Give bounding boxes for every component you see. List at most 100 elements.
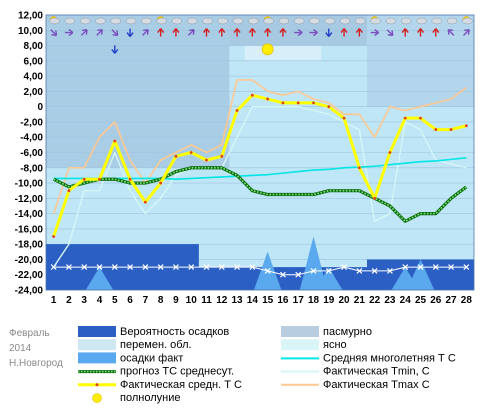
actual-mean-point-18 — [312, 101, 315, 105]
actual-mean-point-3 — [82, 177, 86, 181]
snow-marker-25 — [417, 264, 424, 271]
cloud-icon — [324, 17, 336, 25]
precip-fact-day-25 — [406, 259, 435, 290]
wind-arrow-shaft — [447, 29, 455, 36]
weather-icon-day-10 — [186, 17, 198, 25]
x-tick-label: 8 — [158, 295, 164, 306]
wind-arrow-shaft — [463, 29, 470, 36]
legend-label: перемен. обл. — [120, 339, 192, 351]
y-tick-label: -12,00 — [15, 194, 44, 205]
cloud-icon — [125, 17, 137, 25]
snow-marker-28 — [463, 264, 470, 271]
legend-swatch — [78, 352, 116, 364]
y-tick-label: -18,00 — [15, 240, 44, 251]
x-tick-label: 27 — [446, 295, 458, 306]
weather-icon-day-9 — [171, 17, 183, 25]
snow-marker-7 — [142, 264, 149, 271]
actual-mean-point-13 — [235, 109, 239, 112]
cloud-icon — [64, 17, 76, 25]
snow-marker-23 — [387, 267, 393, 274]
x-tick-label: 26 — [430, 295, 442, 306]
wind-arrow-day-12 — [218, 28, 226, 37]
weather-icon-day-13 — [232, 17, 244, 25]
snow-marker-20 — [341, 264, 347, 271]
wind-arrow-head — [112, 30, 119, 37]
y-tick-label: -14,00 — [15, 209, 44, 220]
actual-mean-point-19 — [327, 105, 331, 109]
weather-icon-day-20 — [339, 17, 351, 25]
chart-meta: Февраль 2014 Н.Новгород — [9, 328, 63, 369]
wind-arrow-head — [432, 28, 440, 33]
weather-icon-day-17 — [293, 17, 305, 25]
legend-item-2: осадки факт — [78, 352, 183, 364]
tmax-line — [52, 79, 467, 214]
weather-icon-day-11 — [202, 17, 213, 25]
legend-label: осадки факт — [120, 352, 183, 364]
y-tick-label: -4,00 — [20, 133, 43, 144]
actual-mean-point-24 — [403, 116, 407, 120]
legend-item-5: полнолуние — [92, 392, 180, 404]
wind-arrow-day-24 — [401, 28, 409, 37]
actual-mean-point-15 — [266, 97, 270, 101]
clear-patch — [244, 45, 322, 61]
wind-arrow-head — [313, 29, 318, 37]
x-tick-label: 18 — [308, 295, 320, 306]
snow-marker-12 — [218, 264, 225, 271]
wind-arrow-head — [340, 28, 348, 33]
legend-item-3: прогноз ТС среднесут. — [78, 366, 234, 378]
x-tick-label: 7 — [143, 295, 149, 306]
wind-arrow-shaft — [50, 29, 57, 36]
weather-icon-day-12 — [217, 17, 229, 25]
x-tick-label: 23 — [384, 295, 396, 306]
weather-icons — [49, 16, 473, 54]
wind-arrow-head — [68, 29, 74, 37]
actual-mean-line — [52, 93, 467, 238]
wind-arrow-head — [297, 29, 303, 37]
snow-marker-18 — [310, 267, 317, 274]
wind-arrow-head — [464, 29, 470, 35]
wind-arrow-head — [188, 29, 195, 35]
wind-arrow-head — [374, 29, 380, 37]
cloud-icon — [446, 17, 458, 25]
wind-arrow-day-27 — [447, 29, 455, 36]
actual-mean-point-28 — [464, 124, 468, 128]
precip-fact-day-18 — [299, 236, 328, 290]
x-tick-label: 14 — [247, 295, 259, 306]
legend-swatch-marker — [95, 383, 99, 387]
wind-arrow-shaft — [142, 29, 149, 36]
weather-icon-day-4 — [95, 17, 106, 25]
snow-marker-15 — [264, 267, 271, 274]
cloud-icon — [141, 17, 152, 25]
legend-swatch — [78, 339, 116, 351]
normal-mean-line — [53, 157, 467, 181]
meta-month: Февраль — [9, 328, 50, 339]
cloud-icon — [278, 17, 290, 25]
legend-swatch — [281, 326, 319, 337]
snow-marker-6 — [127, 264, 133, 271]
legend-label: Средняя многолетняя Т С — [323, 352, 456, 364]
wind-arrow-head — [264, 28, 272, 33]
wind-arrow-head — [157, 28, 165, 33]
legend-item-10: Фактическая Tmax С — [281, 379, 430, 391]
tmin-line — [53, 105, 467, 268]
x-tick-label: 13 — [232, 295, 244, 306]
actual-mean-point-5 — [113, 139, 117, 143]
wind-arrow-day-13 — [233, 28, 241, 37]
x-tick-label: 3 — [81, 295, 87, 306]
cloud-icon — [202, 17, 213, 25]
actual-mean-point-23 — [388, 151, 392, 154]
weather-icon-day-19 — [324, 17, 336, 25]
wind-arrow-head — [81, 29, 88, 35]
legend-label: Фактическая средн. Т С — [120, 379, 242, 391]
weather-icon-day-2 — [64, 17, 76, 25]
weather-icon-day-22 — [370, 16, 381, 25]
x-tick-label: 1 — [51, 295, 57, 306]
precip-probability-area — [46, 244, 474, 290]
x-tick-label: 15 — [262, 295, 274, 306]
y-tick-label: 10,00 — [18, 26, 43, 37]
snow-marker-3 — [81, 264, 88, 271]
x-tick-label: 9 — [173, 295, 179, 306]
legend-item-9: Фактическая Tmin, С — [281, 366, 430, 378]
legend-item-7: ясно — [281, 339, 347, 351]
